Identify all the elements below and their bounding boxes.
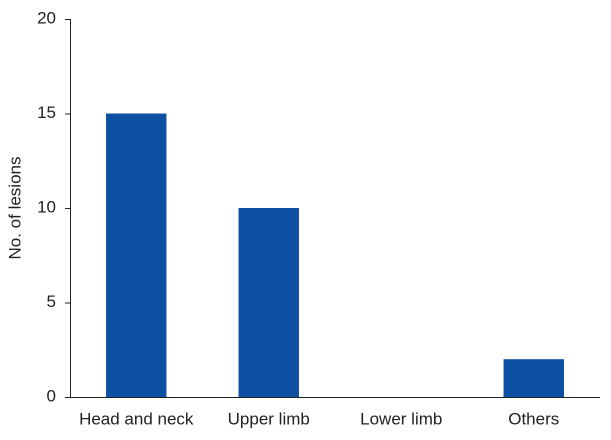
y-tick-label: 0	[47, 386, 56, 405]
bar	[238, 208, 299, 397]
y-tick-label: 10	[37, 197, 56, 216]
bar	[503, 359, 564, 397]
y-tick-label: 5	[47, 292, 56, 311]
x-tick-label: Head and neck	[79, 409, 194, 428]
bar	[106, 113, 167, 397]
x-tick-label: Upper limb	[228, 409, 310, 428]
x-tick-label: Lower limb	[360, 409, 442, 428]
y-tick-label: 15	[37, 103, 56, 122]
y-tick-label: 20	[37, 8, 56, 27]
x-tick-label: Others	[508, 409, 559, 428]
y-axis-label: No. of lesions	[5, 157, 24, 260]
